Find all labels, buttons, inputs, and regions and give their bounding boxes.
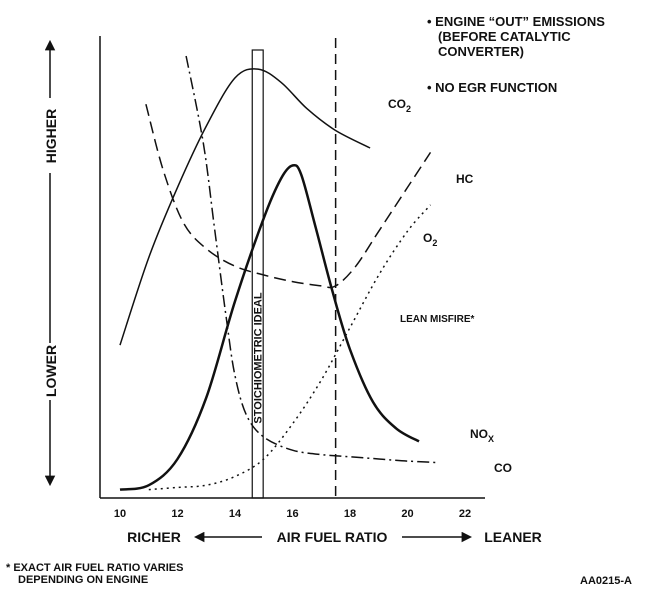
figure-id: AA0215-A — [580, 575, 632, 587]
x-tick-label: 20 — [401, 508, 413, 520]
x-tick-label: 22 — [459, 508, 471, 520]
note-no-egr: • NO EGR FUNCTION — [427, 80, 558, 95]
y-label-lower: LOWER — [43, 345, 59, 397]
series-co2-line — [119, 68, 371, 346]
label-hc: HC — [456, 172, 474, 186]
note-engine-out-line1: • ENGINE “OUT” EMISSIONS — [427, 14, 605, 29]
lean-misfire-label: LEAN MISFIRE* — [400, 314, 475, 325]
footnote-line1: * EXACT AIR FUEL RATIO VARIES — [6, 562, 184, 574]
series-labels: CO2 HC O2 NOX CO — [388, 97, 512, 475]
series-hc-line — [145, 104, 432, 289]
x-tick-label: 10 — [114, 508, 126, 520]
series-nox-line — [119, 163, 420, 491]
x-tick-labels: 10 12 14 16 18 20 22 — [114, 508, 471, 520]
label-co2: CO2 — [388, 97, 411, 114]
series-layer — [119, 55, 437, 491]
y-axis-annotation: HIGHER LOWER — [43, 39, 59, 487]
stoichiometric-rect — [251, 49, 264, 499]
lean-misfire: LEAN MISFIRE* — [334, 38, 475, 498]
x-tick-label: 16 — [286, 508, 298, 520]
x-tick-label: 18 — [344, 508, 356, 520]
x-axis-annotation: RICHER AIR FUEL RATIO LEANER — [127, 529, 542, 545]
stoichiometric-label: STOICHIOMETRIC IDEAL — [253, 292, 265, 423]
label-co: CO — [494, 461, 512, 475]
axes — [99, 36, 485, 499]
footnote: * EXACT AIR FUEL RATIO VARIES DEPENDING … — [6, 562, 183, 586]
stoichiometric-band: STOICHIOMETRIC IDEAL — [251, 49, 265, 499]
series-co-line — [185, 55, 437, 464]
x-tick-label: 14 — [229, 508, 242, 520]
x-axis-title: AIR FUEL RATIO — [277, 529, 388, 545]
footnote-line2: DEPENDING ON ENGINE — [18, 574, 149, 586]
y-label-higher: HIGHER — [43, 109, 59, 163]
label-nox: NOX — [470, 427, 494, 444]
x-tick-label: 12 — [171, 508, 183, 520]
series-o2-line — [148, 204, 432, 491]
note-engine-out-line2: (BEFORE CATALYTIC — [438, 29, 571, 44]
label-o2: O2 — [423, 231, 437, 248]
note-engine-out: • ENGINE “OUT” EMISSIONS (BEFORE CATALYT… — [427, 14, 605, 59]
note-engine-out-line3: CONVERTER) — [438, 44, 524, 59]
x-label-richer: RICHER — [127, 529, 181, 545]
x-label-leaner: LEANER — [484, 529, 542, 545]
